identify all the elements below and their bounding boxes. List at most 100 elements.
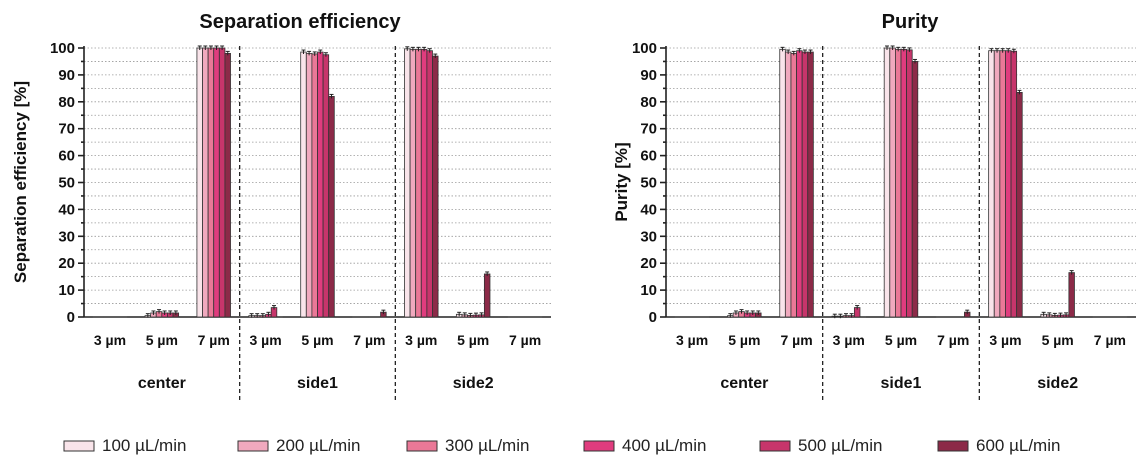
- category-tick-label: 7 µm: [509, 332, 541, 348]
- y-tick-label: 50: [640, 175, 657, 192]
- bar: [207, 47, 215, 318]
- bar: [1005, 50, 1012, 318]
- bar: [426, 50, 433, 318]
- legend-label: 600 µL/min: [976, 436, 1060, 455]
- y-tick-label: 70: [58, 121, 75, 138]
- category-tick-label: 5 µm: [1042, 332, 1074, 348]
- legend-swatch: [583, 440, 615, 452]
- group-label: side2: [1037, 375, 1078, 392]
- bar: [409, 48, 417, 318]
- y-tick-label: 0: [649, 309, 657, 326]
- bar: [420, 48, 428, 318]
- y-tick-label: 50: [58, 175, 75, 192]
- category-tick-label: 3 µm: [989, 332, 1021, 348]
- bar: [796, 50, 803, 318]
- category-tick-label: 7 µm: [198, 332, 230, 348]
- bar: [1016, 91, 1023, 318]
- y-axis-label: Purity [%]: [612, 142, 631, 221]
- legend-swatch: [759, 440, 791, 452]
- bar: [483, 273, 491, 318]
- y-tick-label: 60: [58, 148, 75, 165]
- bar: [224, 52, 231, 318]
- bar: [218, 47, 226, 318]
- category-tick-label: 3 µm: [405, 332, 437, 348]
- legend-swatch: [63, 440, 95, 452]
- y-tick-label: 20: [58, 255, 75, 272]
- legend: 100 µL/min 200 µL/min 300 µL/min 400 µL/min…: [63, 436, 1060, 455]
- chart-title: Separation efficiency: [199, 11, 401, 33]
- bar: [993, 50, 1001, 318]
- bar: [889, 47, 896, 318]
- bar: [213, 47, 220, 318]
- category-tick-label: 5 µm: [301, 332, 333, 348]
- legend-label: 100 µL/min: [102, 436, 186, 455]
- bar: [300, 51, 307, 318]
- bar: [801, 51, 809, 318]
- group-label: center: [720, 375, 768, 392]
- category-tick-label: 3 µm: [250, 332, 282, 348]
- category-tick-label: 7 µm: [937, 332, 969, 348]
- legend-label: 300 µL/min: [445, 436, 529, 455]
- y-tick-label: 10: [58, 282, 75, 299]
- y-tick-label: 30: [58, 228, 75, 245]
- bar: [415, 48, 422, 318]
- bar: [790, 52, 797, 318]
- category-tick-label: 5 µm: [457, 332, 489, 348]
- y-tick-label: 0: [67, 309, 75, 326]
- legend-swatch: [237, 440, 269, 452]
- bar: [900, 48, 907, 318]
- y-tick-label: 70: [640, 121, 657, 138]
- bar: [1010, 50, 1018, 318]
- y-axis-label: Separation efficiency [%]: [11, 81, 30, 283]
- bar: [988, 50, 995, 318]
- legend-label: 200 µL/min: [276, 436, 360, 455]
- bar: [432, 55, 439, 318]
- bar: [311, 53, 318, 318]
- group-label: center: [138, 375, 186, 392]
- bar: [404, 48, 411, 318]
- y-tick-label: 80: [640, 94, 657, 111]
- bar: [328, 96, 335, 318]
- category-tick-label: 3 µm: [676, 332, 708, 348]
- category-tick-label: 3 µm: [833, 332, 865, 348]
- bar: [895, 48, 902, 318]
- purity-chart: Purity Purity [%] 0 10 20 30 40 50 60 70 80 90 100 ce…: [612, 11, 1136, 400]
- y-tick-label: 40: [58, 201, 75, 218]
- bar: [906, 49, 913, 318]
- y-tick-label: 20: [640, 255, 657, 272]
- group-label: side1: [881, 375, 922, 392]
- chart-title: Purity: [882, 11, 940, 33]
- legend-label: 500 µL/min: [798, 436, 882, 455]
- bar: [779, 48, 786, 318]
- bar: [202, 47, 209, 318]
- category-tick-label: 5 µm: [728, 332, 760, 348]
- category-tick-label: 7 µm: [353, 332, 385, 348]
- bar: [999, 50, 1006, 318]
- y-tick-label: 40: [640, 201, 657, 218]
- bar: [196, 47, 203, 318]
- category-tick-label: 3 µm: [94, 332, 126, 348]
- legend-swatch: [937, 440, 969, 452]
- y-tick-label: 30: [640, 228, 657, 245]
- y-tick-label: 100: [632, 40, 657, 57]
- bar: [883, 47, 891, 318]
- y-tick-label: 80: [58, 94, 75, 111]
- category-tick-label: 7 µm: [1094, 332, 1126, 348]
- bar: [1068, 272, 1075, 318]
- bar: [911, 61, 919, 318]
- y-tick-label: 10: [640, 282, 657, 299]
- category-tick-label: 5 µm: [885, 332, 917, 348]
- y-tick-label: 60: [640, 148, 657, 165]
- group-label: side1: [297, 375, 338, 392]
- separation-efficiency-chart: Separation efficiency Separation efficien…: [11, 11, 551, 400]
- category-tick-label: 7 µm: [780, 332, 812, 348]
- bar: [317, 51, 324, 318]
- y-tick-label: 90: [58, 67, 75, 84]
- category-tick-label: 5 µm: [146, 332, 178, 348]
- bar: [305, 52, 313, 318]
- group-label: side2: [453, 375, 494, 392]
- bar: [322, 54, 330, 318]
- bar: [784, 51, 792, 318]
- bar: [807, 51, 814, 318]
